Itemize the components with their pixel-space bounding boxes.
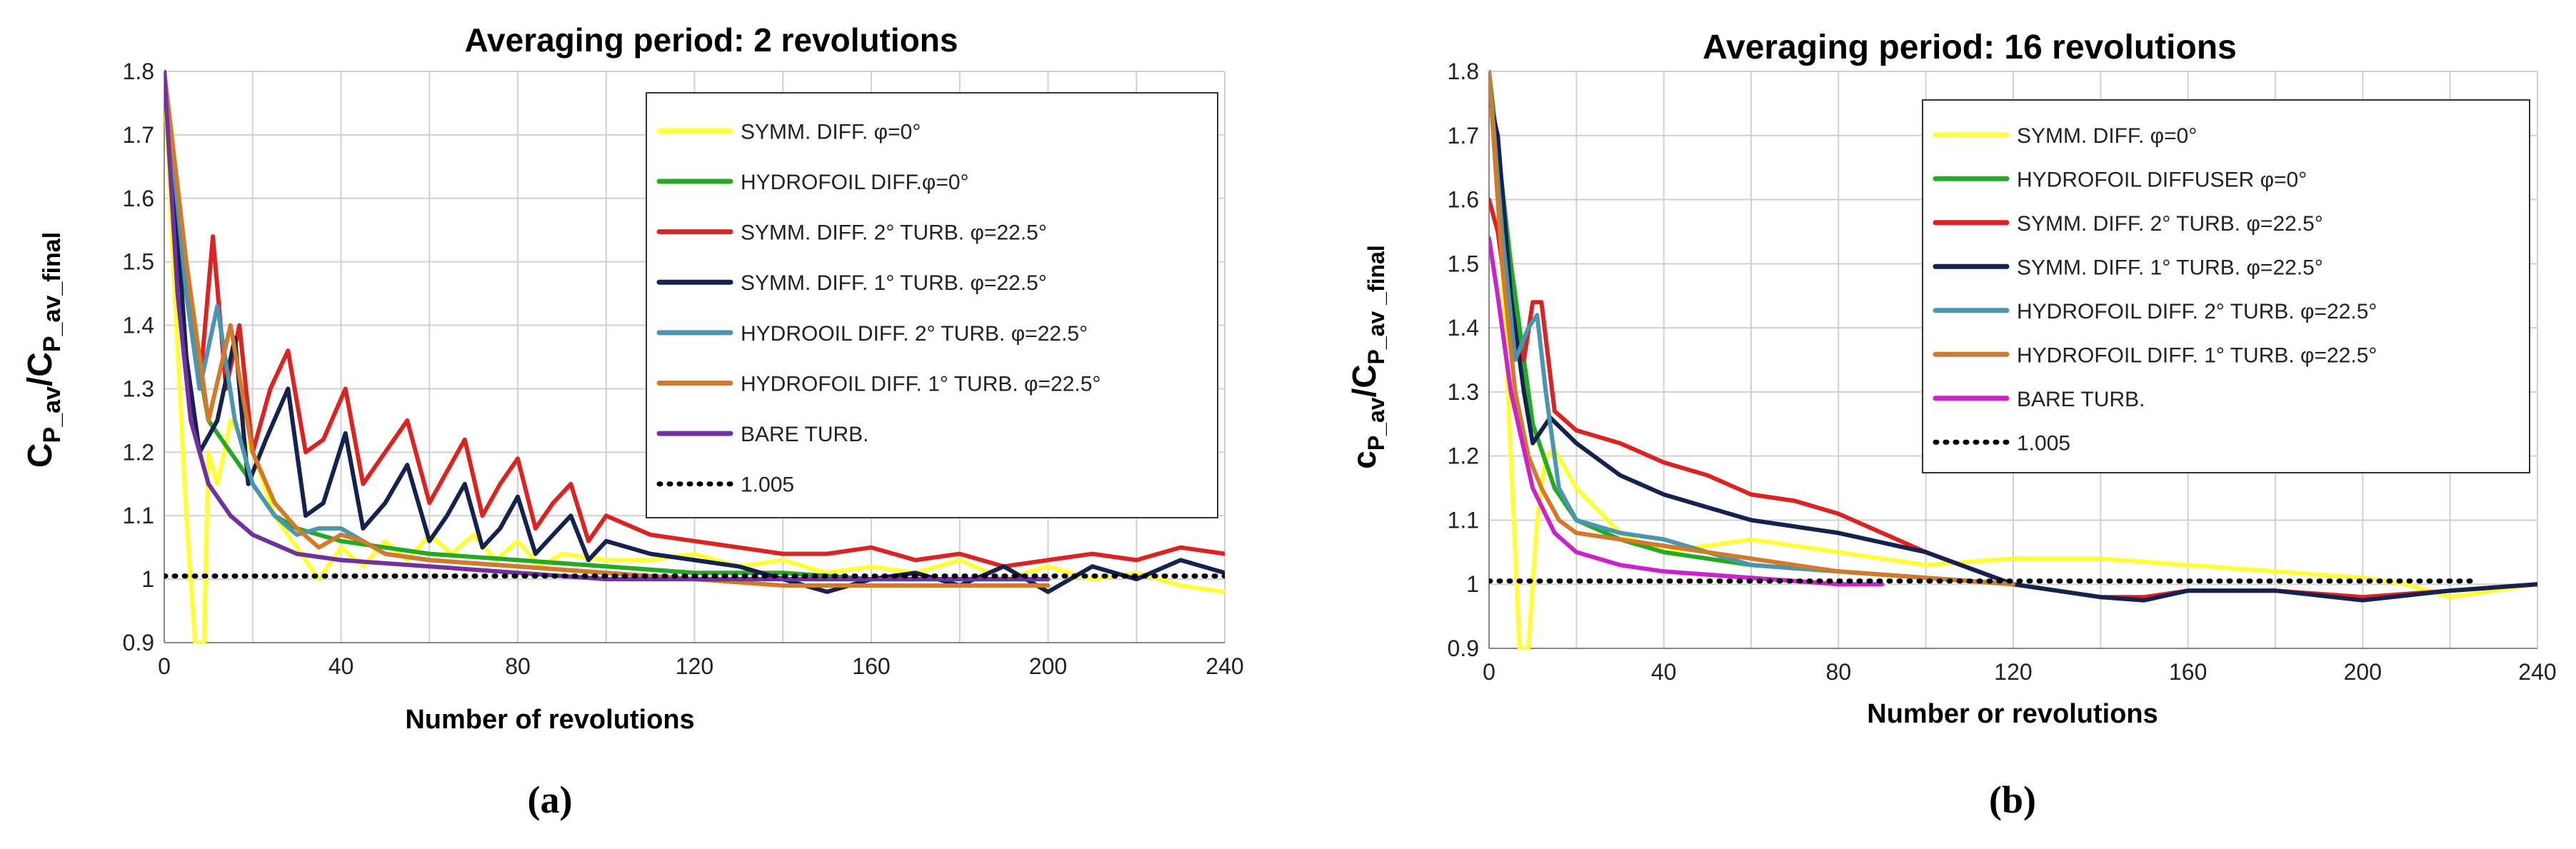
y-tick-label: 1	[1466, 571, 1479, 597]
y-tick-label: 1.2	[123, 439, 154, 465]
legend-box	[646, 92, 1218, 518]
chart-a-series	[164, 70, 1225, 644]
y-tick-label: 1.2	[1448, 443, 1479, 469]
x-tick-label: 200	[2344, 659, 2382, 685]
chart-a-legend: SYMM. DIFF. φ=0° HYDROFOIL DIFF.φ=0° SYMM.…	[646, 92, 1218, 518]
y-tick-label: 1.7	[1448, 123, 1479, 149]
chart-a-x-axis-label: Number of revolutions	[405, 705, 694, 735]
y-tick-label: 1.5	[123, 249, 154, 275]
x-tick-label: 120	[676, 653, 713, 679]
series-line-4	[1489, 94, 2537, 603]
chart-panel-b: Averaging period: 16 revolutions 0.9 1 1.1…	[1345, 29, 2557, 821]
legend-label: SYMM. DIFF. φ=0°	[741, 120, 921, 144]
chart-b-x-axis-label: Number or revolutions	[1867, 699, 2158, 729]
y-tick-label: 1.4	[1448, 315, 1479, 341]
x-tick-label: 240	[2518, 659, 2556, 685]
x-tick-label: 40	[329, 653, 354, 679]
x-tick-label: 160	[852, 653, 890, 679]
series-line-7	[164, 70, 1051, 582]
x-tick-label: 240	[1206, 653, 1243, 679]
legend-label: SYMM. DIFF. 2° TURB. φ=22.5°	[2017, 212, 2323, 236]
x-tick-label: 80	[505, 653, 531, 679]
y-tick-label: 1.4	[123, 313, 154, 338]
y-tick-label: 0.9	[123, 630, 154, 655]
legend-label: SYMM. DIFF. 2° TURB. φ=22.5°	[741, 221, 1047, 245]
x-tick-label: 200	[1029, 653, 1067, 679]
legend-label: BARE TURB.	[2017, 388, 2145, 411]
legend-label: HYDROOIL DIFF. 2° TURB. φ=22.5°	[741, 322, 1088, 346]
chart-b-legend: SYMM. DIFF. φ=0° HYDROFOIL DIFFUSER φ=0° S…	[1922, 99, 2530, 473]
chart-a-title: Averaging period: 2 revolutions	[465, 21, 958, 59]
chart-a-y-tick-labels: 0.9 1 1.1 1.2 1.3 1.4 1.5 1.6 1.7 1.8	[123, 59, 154, 655]
y-tick-label: 1.3	[123, 376, 154, 401]
chart-a-y-axis-label: CP_av/CP_av_final	[21, 232, 66, 468]
legend-label: 1.005	[2017, 431, 2070, 455]
y-tick-label: 1.1	[123, 503, 154, 528]
chart-b-series	[1489, 70, 2537, 650]
series-line-6	[164, 70, 1051, 588]
legend-label: SYMM. DIFF. 1° TURB. φ=22.5°	[2017, 256, 2323, 279]
x-tick-label: 0	[158, 653, 171, 679]
legend-label: BARE TURB.	[741, 423, 869, 446]
chart-b-y-tick-labels: 0.9 1 1.1 1.2 1.3 1.4 1.5 1.6 1.7 1.8	[1448, 59, 1479, 661]
legend-label: HYDROFOIL DIFF. 2° TURB. φ=22.5°	[2017, 300, 2377, 323]
y-tick-label: 1.6	[1448, 187, 1479, 213]
y-tick-label: 1	[141, 566, 154, 592]
y-tick-label: 1.5	[1448, 251, 1479, 276]
legend-label: HYDROFOIL DIFFUSER φ=0°	[2017, 168, 2307, 191]
legend-label: HYDROFOIL DIFF. 1° TURB. φ=22.5°	[2017, 343, 2377, 367]
legend-box	[1922, 99, 2530, 473]
y-tick-label: 1.3	[1448, 379, 1479, 405]
legend-label: SYMM. DIFF. 1° TURB. φ=22.5°	[741, 271, 1047, 295]
x-tick-label: 40	[1651, 659, 1677, 685]
chart-b-x-tick-labels: 0 40 80 120 160 200 240	[1483, 659, 2557, 685]
legend-label: 1.005	[741, 473, 794, 497]
legend-label: HYDROFOIL DIFF. 1° TURB. φ=22.5°	[741, 372, 1101, 396]
x-tick-label: 120	[1994, 659, 2032, 685]
x-tick-label: 160	[2169, 659, 2207, 685]
legend-label: SYMM. DIFF. φ=0°	[2017, 124, 2197, 148]
y-tick-label: 1.7	[123, 122, 154, 148]
series-line-6	[1489, 70, 2015, 587]
y-tick-label: 1.1	[1448, 507, 1479, 533]
panel-b-label: (b)	[1989, 778, 2036, 821]
y-tick-label: 0.9	[1448, 636, 1479, 661]
x-tick-label: 80	[1826, 659, 1852, 685]
chart-b-y-axis-label: cP_av/CP_av _final	[1345, 245, 1389, 469]
chart-panel-a: Averaging period: 2 revolutions 0.9 1 1.1 1…	[21, 21, 1244, 821]
series-line-3	[164, 70, 1225, 569]
y-tick-label: 1.8	[1448, 59, 1479, 84]
chart-a-x-tick-labels: 0 40 80 120 160 200 240	[158, 653, 1244, 679]
legend-label: HYDROFOIL DIFF.φ=0°	[741, 171, 969, 194]
x-tick-label: 0	[1483, 659, 1495, 685]
y-tick-label: 1.8	[123, 59, 154, 84]
chart-b-title: Averaging period: 16 revolutions	[1703, 29, 2237, 66]
panel-a-label: (a)	[528, 778, 573, 821]
y-tick-label: 1.6	[123, 186, 154, 211]
